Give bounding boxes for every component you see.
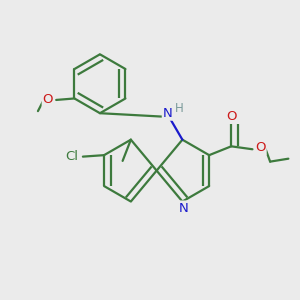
Text: O: O: [226, 110, 236, 123]
Text: Cl: Cl: [65, 150, 78, 163]
Text: H: H: [175, 102, 184, 115]
Text: N: N: [179, 202, 189, 214]
Text: N: N: [163, 107, 172, 120]
Text: O: O: [43, 93, 53, 106]
Text: O: O: [255, 141, 266, 154]
